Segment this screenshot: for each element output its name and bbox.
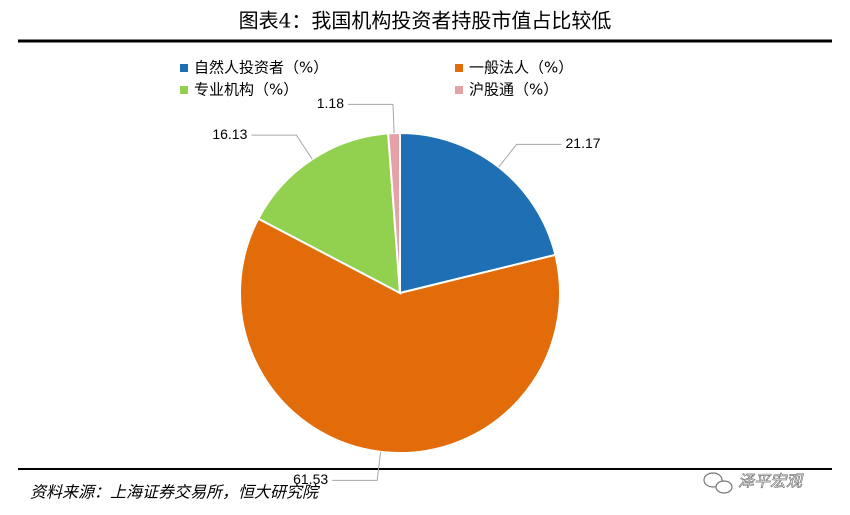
leader-line — [348, 103, 395, 134]
data-label: 61.53 — [293, 471, 328, 487]
chart-title: 图表4：我国机构投资者持股市值占比较低 — [239, 9, 612, 33]
data-label: 1.18 — [317, 95, 344, 111]
pie-slice — [239, 217, 561, 454]
legend-label: 一般法人（%） — [469, 59, 573, 77]
data-label: 16.13 — [212, 126, 247, 142]
legend-label: 自然人投资者（%） — [194, 59, 328, 77]
source-note: 资料来源：上海证券交易所，恒大研究院 — [30, 483, 321, 502]
watermark-icon — [703, 472, 733, 494]
legend-label: 专业机构（%） — [194, 81, 298, 99]
pie-slice — [399, 131, 557, 295]
legend-swatch — [455, 64, 463, 72]
legend-label: 沪股通（%） — [469, 81, 558, 99]
legend-swatch — [455, 86, 463, 94]
data-label: 21.17 — [566, 135, 601, 151]
legend-swatch — [180, 64, 188, 72]
watermark: 泽平宏观 — [738, 472, 804, 491]
leader-line — [251, 134, 313, 160]
legend-swatch — [180, 86, 188, 94]
leader-line — [332, 451, 382, 481]
leader-line — [498, 143, 562, 168]
